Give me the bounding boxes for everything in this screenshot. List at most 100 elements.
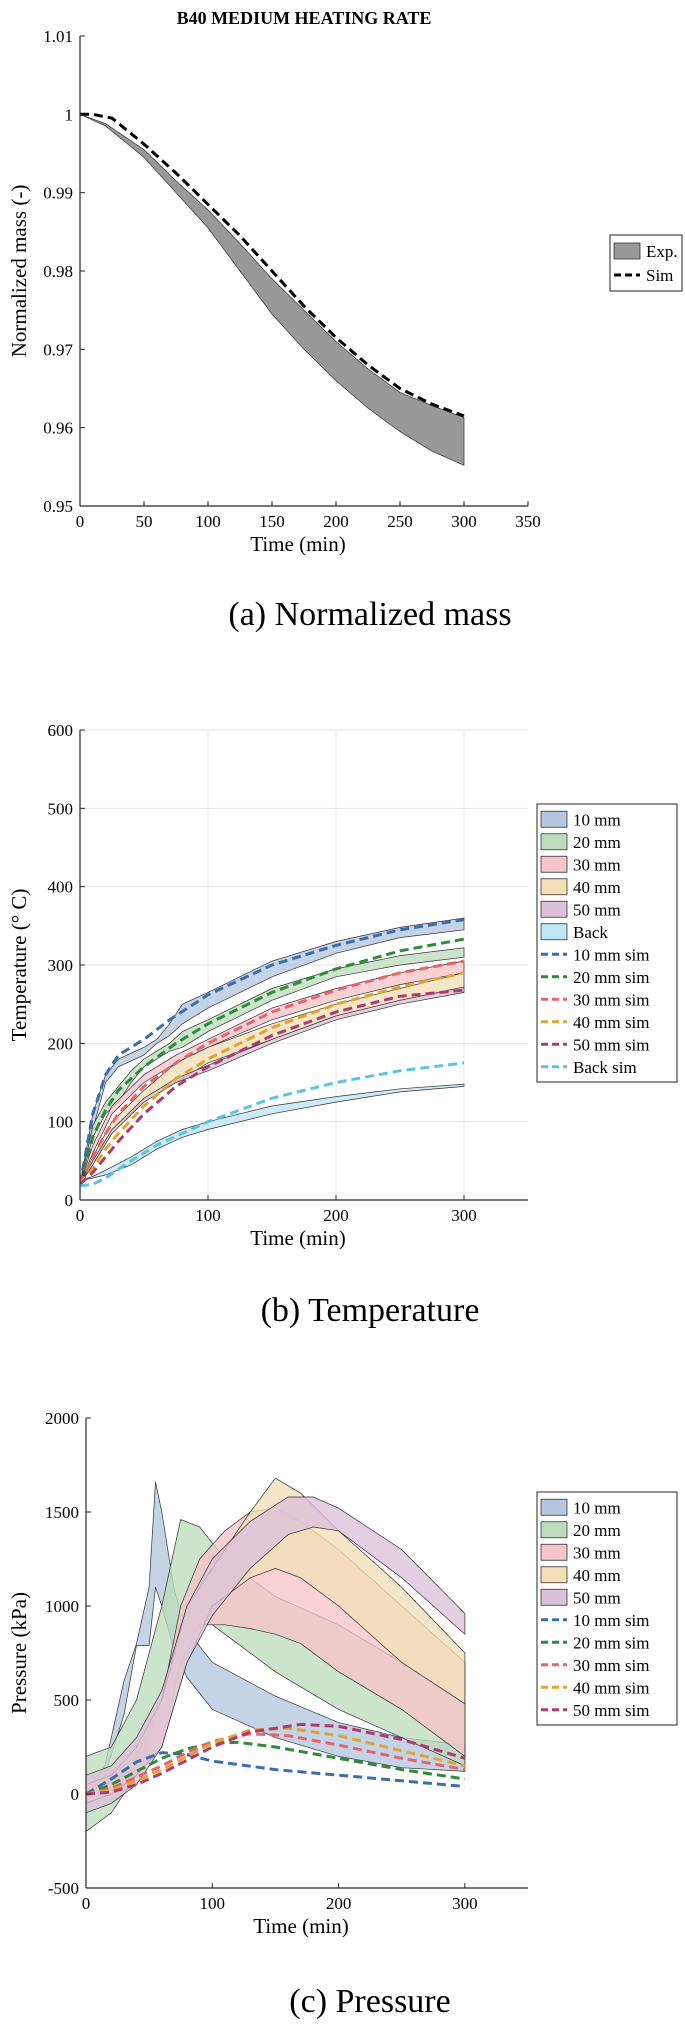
band-back xyxy=(80,1083,465,1181)
legend: 10 mm 20 mm 30 mm 40 mm 50 mm 10 mm sim 20 mm … xyxy=(536,1491,678,1726)
legend-box xyxy=(536,803,678,1083)
x-tick-label: 100 xyxy=(195,1206,221,1225)
line-back-sim xyxy=(80,1061,465,1188)
line-10-mm-sim xyxy=(86,1751,466,1796)
figure-caption: (b) Temperature xyxy=(261,1292,480,1329)
y-tick-label: 0 xyxy=(71,1785,80,1804)
band-exp xyxy=(80,113,465,466)
band-30-mm xyxy=(80,960,465,1185)
legend-label-40-mm: 40 mm xyxy=(573,1566,621,1585)
legend-swatch-10-mm xyxy=(540,1498,568,1516)
y-tick-label: 1000 xyxy=(45,1597,79,1616)
legend-label-30-mm-sim: 30 mm sim xyxy=(573,990,650,1009)
legend-label-20-mm: 20 mm xyxy=(573,833,621,852)
y-tick-label: 500 xyxy=(54,1691,80,1710)
y-tick-label: 0.97 xyxy=(43,340,73,359)
legend-swatch-40-mm xyxy=(540,1566,568,1584)
line-50-mm-sim xyxy=(86,1722,466,1796)
legend-swatch-40-mm xyxy=(540,878,568,896)
legend-label-10-mm: 10 mm xyxy=(573,810,621,829)
legend-swatch-50-mm xyxy=(540,900,568,918)
y-tick-label: 0.96 xyxy=(43,419,73,438)
y-tick-label: 0.95 xyxy=(43,497,73,516)
legend-swatch-50-mm xyxy=(540,1588,568,1606)
y-tick-label: 1.01 xyxy=(43,27,73,46)
y-axis-label: Normalized mass (-) xyxy=(7,185,31,358)
plot-series xyxy=(80,112,465,466)
legend-swatch-30-mm xyxy=(540,855,568,873)
chart-1: 0 50 100 150 200 250 300 350 0.95 0.96 0.97 0.98 0.9… xyxy=(7,8,683,633)
legend-label-40-mm-sim: 40 mm sim xyxy=(573,1678,650,1697)
y-tick-label: 300 xyxy=(48,956,74,975)
legend-label-40-mm-sim: 40 mm sim xyxy=(573,1013,650,1032)
band-50-mm xyxy=(86,1496,466,1814)
line-30-mm-sim xyxy=(80,959,465,1185)
x-tick-label: 350 xyxy=(515,512,541,531)
legend-swatch-20-mm xyxy=(540,1521,568,1539)
x-tick-label: 250 xyxy=(387,512,413,531)
y-tick-label: 0 xyxy=(65,1191,74,1210)
y-tick-label: 600 xyxy=(48,721,74,740)
x-axis-label: Time (min) xyxy=(250,1226,345,1250)
legend-swatch-10-mm xyxy=(540,810,568,828)
y-tick-label: 1 xyxy=(65,105,74,124)
band-50-mm xyxy=(80,986,465,1185)
legend-swatch-back xyxy=(540,923,568,941)
legend-swatch-20-mm xyxy=(540,833,568,851)
legend-label-20-mm-sim: 20 mm sim xyxy=(573,968,650,987)
legend-label-back: Back xyxy=(573,923,608,942)
legend-label-20-mm-sim: 20 mm sim xyxy=(573,1633,650,1652)
x-tick-label: 50 xyxy=(136,512,153,531)
line-20-mm-sim xyxy=(80,937,465,1185)
legend: 10 mm 20 mm 30 mm 40 mm 50 mm Back 10 mm sim 20… xyxy=(536,803,678,1083)
figure-caption: (a) Normalized mass xyxy=(228,596,511,633)
legend-label-30-mm: 30 mm xyxy=(573,1543,621,1562)
legend-label-exp: Exp. xyxy=(646,242,678,261)
legend-label-30-mm: 30 mm xyxy=(573,855,621,874)
y-tick-label: 500 xyxy=(48,799,74,818)
y-tick-label: 0.98 xyxy=(43,262,73,281)
y-tick-label: -500 xyxy=(48,1879,79,1898)
x-tick-label: 100 xyxy=(195,512,221,531)
x-tick-label: 0 xyxy=(76,1206,85,1225)
line-40-mm-sim xyxy=(86,1726,466,1796)
legend-label-10-mm-sim: 10 mm sim xyxy=(573,1611,650,1630)
legend-label-30-mm-sim: 30 mm sim xyxy=(573,1656,650,1675)
x-axis-label: Time (min) xyxy=(250,532,345,556)
plot-series xyxy=(80,917,465,1188)
line-40-mm-sim xyxy=(80,971,465,1186)
legend-swatch-30-mm xyxy=(540,1543,568,1561)
legend-label-50-mm: 50 mm xyxy=(573,900,621,919)
legend-label-50-mm-sim: 50 mm sim xyxy=(573,1035,650,1054)
y-tick-label: 100 xyxy=(48,1113,74,1132)
y-tick-label: 0.99 xyxy=(43,184,73,203)
y-axis-label: Temperature (° C) xyxy=(7,889,31,1042)
chart-2: 0 100 200 300 0 100 200 300 400 500 600 Time (min) T… xyxy=(7,721,678,1329)
legend-label-sim: Sim xyxy=(646,266,673,285)
line-20-mm-sim xyxy=(86,1740,466,1796)
x-tick-label: 200 xyxy=(323,1206,349,1225)
line-50-mm-sim xyxy=(80,988,465,1186)
legend-box xyxy=(609,234,683,292)
y-tick-label: 1500 xyxy=(45,1503,79,1522)
legend-label-10-mm: 10 mm xyxy=(573,1498,621,1517)
figure-caption: (c) Pressure xyxy=(289,1983,450,2020)
legend-label-50-mm-sim: 50 mm sim xyxy=(573,1701,650,1720)
y-tick-label: 400 xyxy=(48,878,74,897)
legend-label-50-mm: 50 mm xyxy=(573,1588,621,1607)
x-tick-label: 300 xyxy=(452,1894,478,1913)
x-tick-label: 0 xyxy=(76,512,85,531)
band-10-mm xyxy=(80,917,465,1185)
line-30-mm-sim xyxy=(86,1732,466,1796)
plot-series xyxy=(86,1477,466,1833)
legend-label-40-mm: 40 mm xyxy=(573,878,621,897)
x-tick-label: 300 xyxy=(451,512,477,531)
legend-swatch-exp xyxy=(613,242,641,260)
legend: Exp. Sim xyxy=(609,234,683,292)
y-axis-label: Pressure (kPa) xyxy=(7,1592,31,1714)
x-tick-label: 150 xyxy=(259,512,285,531)
line-sim xyxy=(80,112,465,418)
chart-title: B40 MEDIUM HEATING RATE xyxy=(177,8,432,28)
